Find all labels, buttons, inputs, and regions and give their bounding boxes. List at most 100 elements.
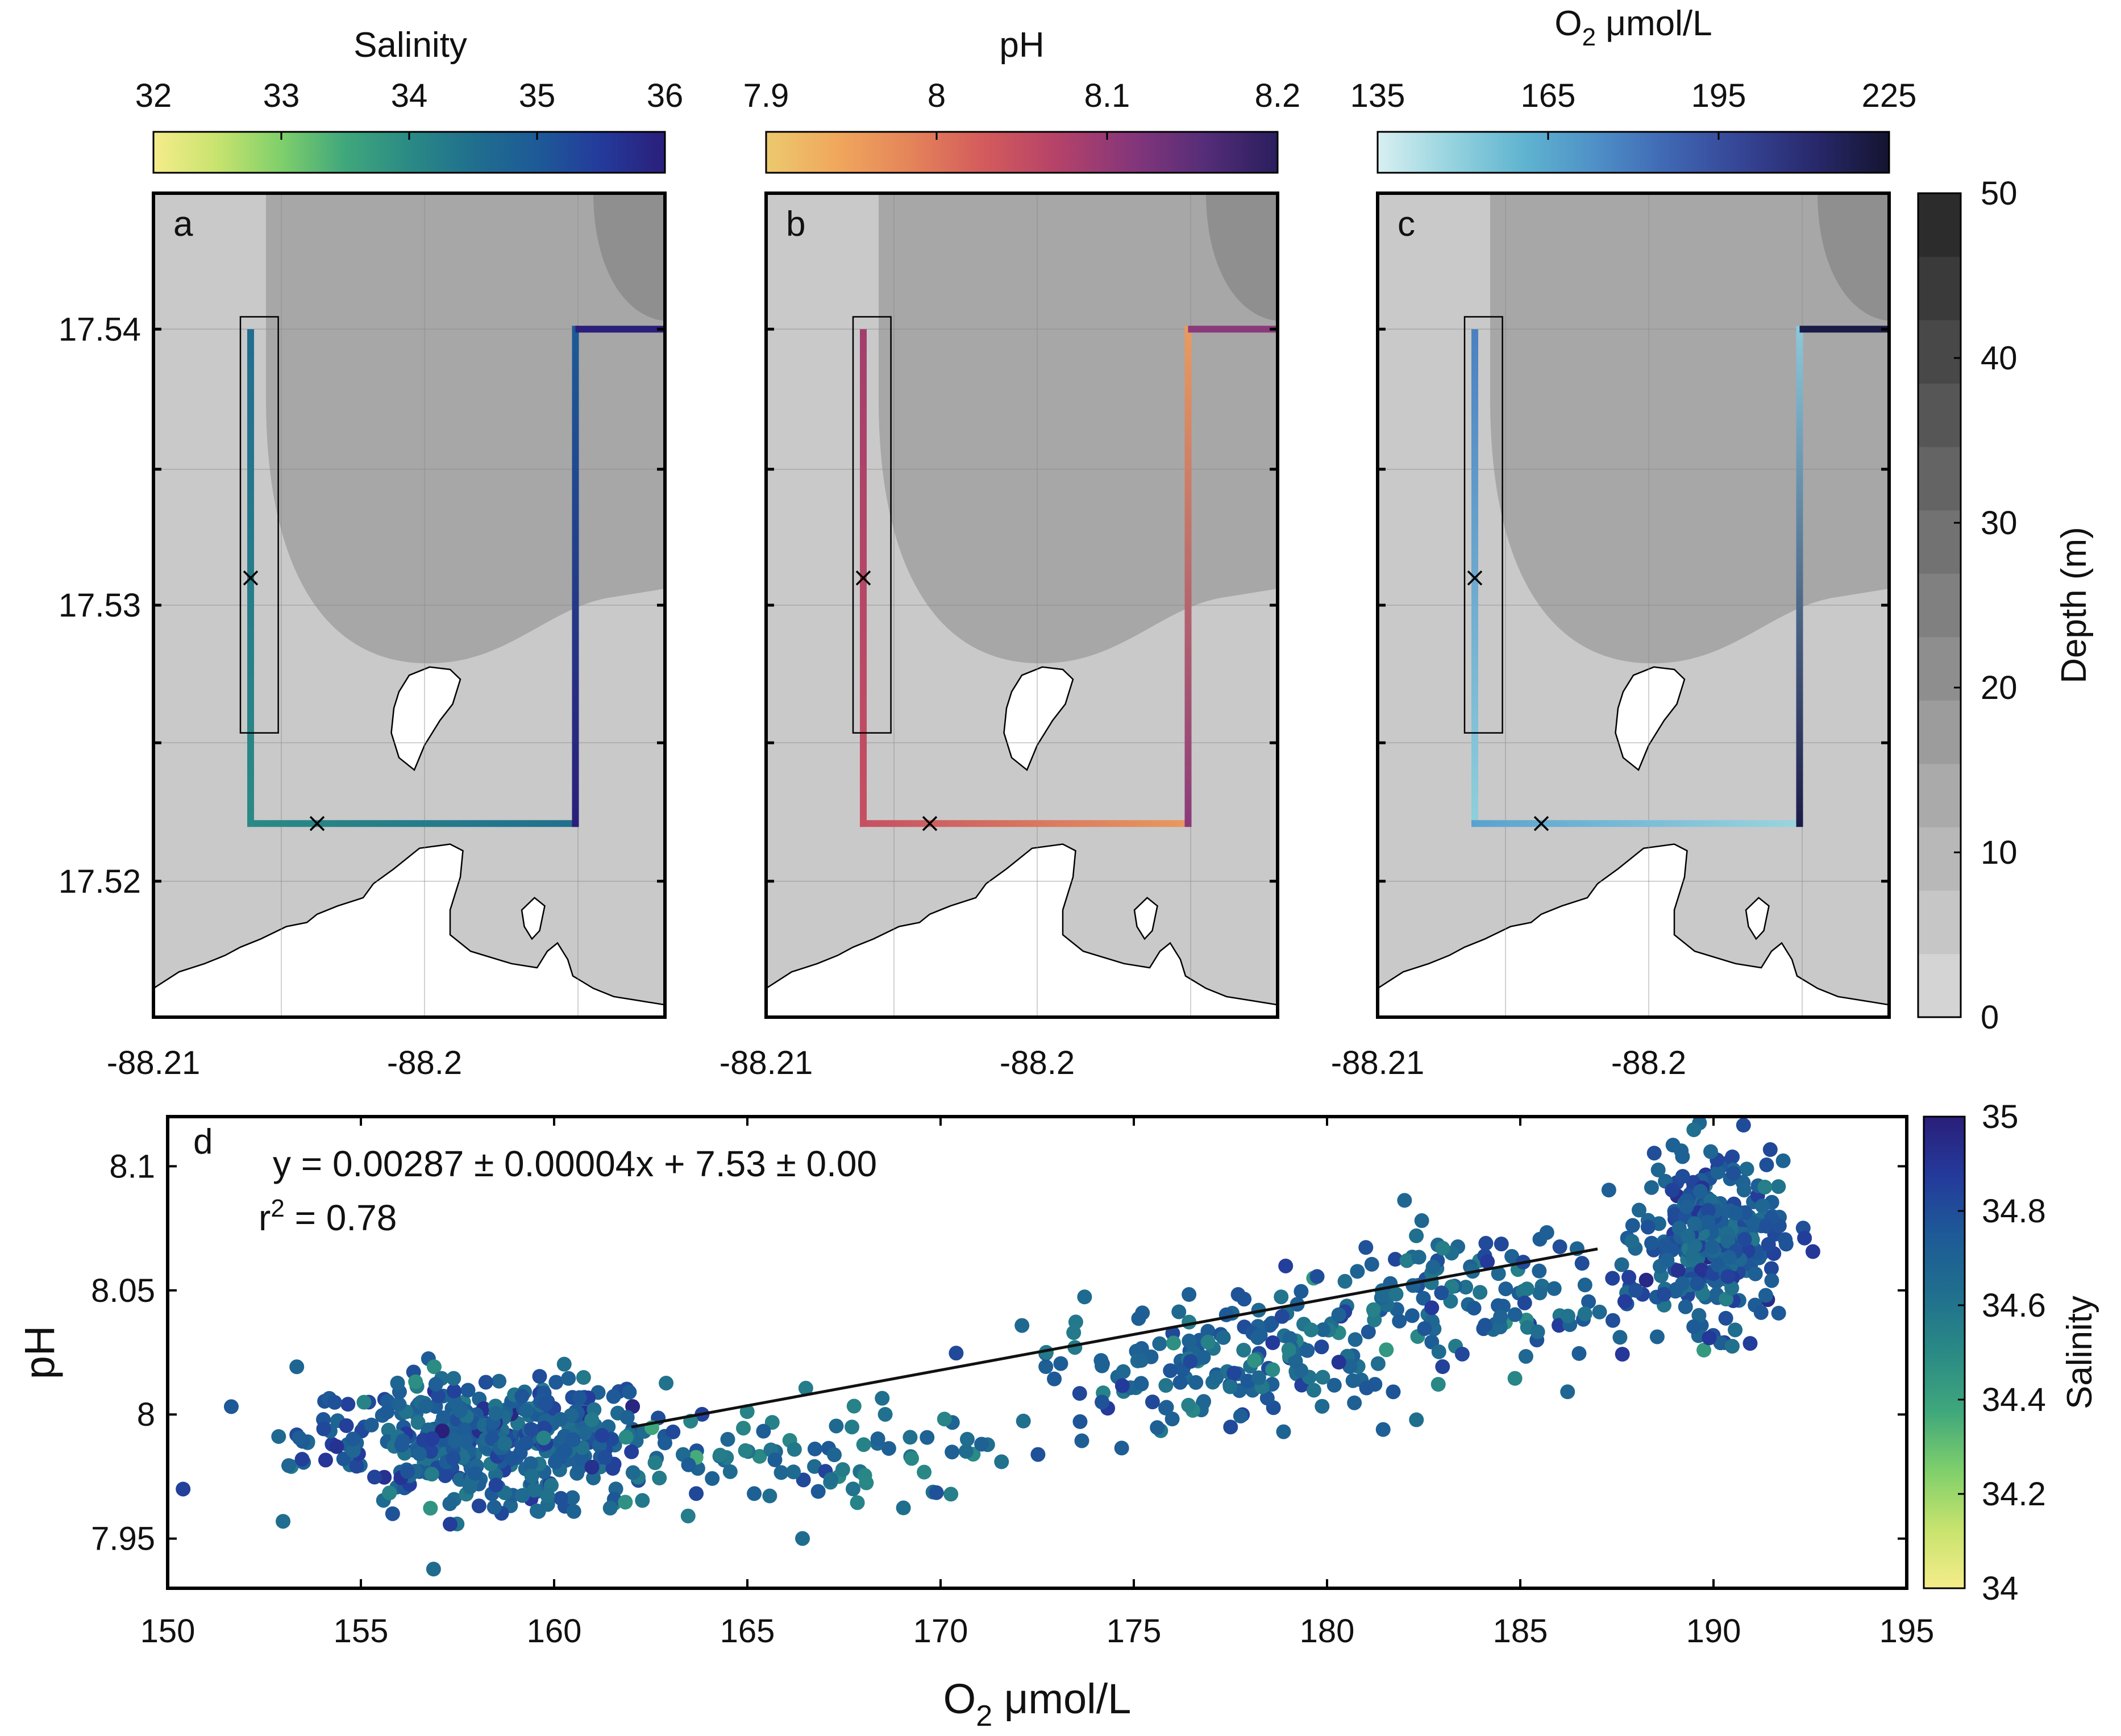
scatter-point xyxy=(1364,1256,1379,1272)
scatter-point xyxy=(1038,1359,1054,1375)
scatter-point xyxy=(1315,1398,1330,1414)
scatter-point xyxy=(1300,1343,1315,1358)
map-panel-c: c -88.21 -88.2 xyxy=(1331,191,1891,1081)
scatter-point xyxy=(576,1370,591,1385)
scatter-point xyxy=(1347,1395,1362,1410)
scatter-point xyxy=(340,1397,356,1412)
scatter-point xyxy=(558,1443,573,1458)
scatter-point xyxy=(524,1422,539,1437)
scatter-point xyxy=(1702,1330,1717,1346)
scatter-point xyxy=(524,1468,539,1484)
scatter-point xyxy=(1577,1277,1592,1293)
scatter-point xyxy=(807,1459,822,1474)
scatter-point xyxy=(532,1369,547,1384)
x-tick-label: 165 xyxy=(720,1613,775,1650)
scatter-point xyxy=(1331,1307,1346,1322)
scatter-point xyxy=(1656,1287,1671,1302)
salinity-colorbar-d-tick-label: 34 xyxy=(1982,1570,2019,1607)
scatter-point xyxy=(1158,1400,1174,1416)
o2-colorbar-tick-label: 165 xyxy=(1521,77,1576,114)
map-xtick-label: -88.21 xyxy=(1331,1044,1424,1081)
scatter-point xyxy=(1226,1366,1242,1381)
scatter-point xyxy=(1687,1216,1702,1231)
scatter-point xyxy=(380,1404,395,1419)
scatter-point xyxy=(1539,1225,1554,1240)
scatter-point xyxy=(1047,1371,1062,1387)
scatter-point xyxy=(1745,1215,1761,1230)
scatter-point xyxy=(937,1412,952,1427)
scatter-point xyxy=(1222,1379,1238,1394)
scatter-point xyxy=(316,1421,331,1437)
deeper-corner xyxy=(593,193,665,321)
scatter-point xyxy=(281,1458,296,1473)
scatter-point xyxy=(1778,1237,1794,1252)
scatter-point xyxy=(1304,1322,1319,1338)
scatter-point xyxy=(1761,1237,1776,1252)
o2-colorbar-tick-label: 225 xyxy=(1862,77,1917,114)
scatter-point xyxy=(1721,1250,1737,1265)
scatter-point xyxy=(548,1375,564,1390)
scatter-point xyxy=(1253,1327,1268,1343)
scatter-point xyxy=(1644,1180,1659,1195)
map-content xyxy=(766,193,1278,1017)
scatter-point xyxy=(1345,1373,1361,1388)
scatter-point xyxy=(1218,1307,1234,1322)
scatter-point xyxy=(1188,1375,1204,1390)
scatter-point xyxy=(1348,1332,1363,1347)
scatter-point xyxy=(827,1447,842,1463)
scatter-point xyxy=(336,1451,351,1467)
scatter-point xyxy=(1434,1285,1449,1301)
x-axis-label-main: O xyxy=(943,1675,976,1722)
scatter-point xyxy=(1265,1335,1280,1350)
scatter-point xyxy=(428,1376,443,1392)
scatter-point xyxy=(1200,1334,1216,1350)
x-tick-label: 155 xyxy=(334,1613,389,1650)
scatter-point xyxy=(380,1393,395,1409)
y-tick-label: 7.95 xyxy=(91,1521,155,1558)
scatter-point xyxy=(1532,1285,1548,1301)
scatter-point xyxy=(1650,1162,1666,1177)
deep-basin xyxy=(1490,193,1889,664)
scatter-point xyxy=(390,1375,405,1391)
fit-r2: r2 = 0.78 xyxy=(259,1194,397,1238)
scatter-point xyxy=(917,1464,932,1480)
scatter-point xyxy=(1358,1240,1374,1255)
depth-colorbar-tick-label: 10 xyxy=(1981,834,2018,871)
islet xyxy=(1133,897,1158,940)
panel-letter-a: a xyxy=(173,205,193,244)
scatter-point xyxy=(1326,1377,1342,1393)
scatter-point xyxy=(1675,1169,1690,1184)
scatter-point xyxy=(1644,1235,1660,1251)
scatter-point xyxy=(1165,1412,1180,1427)
scatter-point xyxy=(577,1425,592,1441)
scatter-point xyxy=(1370,1356,1386,1371)
scatter-point xyxy=(400,1464,415,1479)
scatter-point xyxy=(829,1418,844,1434)
scatter-point xyxy=(443,1517,458,1532)
scatter-point xyxy=(870,1431,885,1447)
scatter-point xyxy=(713,1447,728,1463)
scatter-point xyxy=(1720,1269,1736,1284)
depth-colorbar: 0 10 20 30 40 50 Depth (m) xyxy=(1917,175,2094,1036)
o2-colorbar-label-sub: 2 xyxy=(1582,23,1596,51)
cross-marker xyxy=(855,570,871,586)
islet xyxy=(1745,897,1770,940)
salinity-colorbar-tick-label: 34 xyxy=(391,77,428,114)
salinity-colorbar-d-label: Salinity xyxy=(2060,1296,2099,1409)
scatter-point xyxy=(1704,1239,1720,1255)
scatter-point xyxy=(1507,1371,1523,1386)
scatter-point xyxy=(1424,1300,1440,1315)
scatter-point xyxy=(1546,1281,1562,1296)
x-tick-label: 190 xyxy=(1686,1613,1741,1650)
scatter-point xyxy=(566,1504,581,1519)
scatter-point xyxy=(689,1486,704,1501)
scatter-point xyxy=(536,1430,551,1446)
scatter-point xyxy=(1030,1447,1046,1462)
scatter-point xyxy=(1724,1280,1740,1296)
scatter-point xyxy=(346,1443,361,1458)
scatter-point xyxy=(1314,1339,1329,1355)
scatter-point xyxy=(1014,1318,1030,1333)
scatter-point xyxy=(762,1488,777,1504)
deeper-corner xyxy=(1206,193,1278,321)
scatter-point xyxy=(1797,1230,1812,1246)
